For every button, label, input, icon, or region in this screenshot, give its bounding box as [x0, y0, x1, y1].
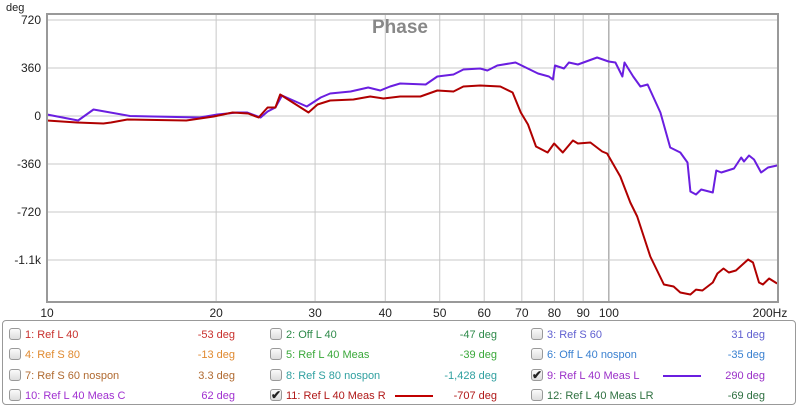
legend-value: -13 deg	[197, 349, 235, 361]
y-tick-label: 720	[21, 13, 41, 27]
x-tick-label: 80	[548, 306, 562, 320]
plot-frame	[46, 13, 779, 303]
legend-item: 12: Ref L 40 Meas LR -69 deg	[531, 387, 765, 405]
y-tick-label: 360	[21, 61, 41, 75]
legend-checkbox[interactable]	[270, 369, 282, 381]
legend-label: 8: Ref S 80 nospon	[286, 370, 381, 382]
legend-item: 8: Ref S 80 nospon -1,428 deg	[270, 367, 497, 385]
legend-value: 3.3 deg	[198, 370, 235, 382]
legend-label: 1: Ref L 40	[25, 329, 79, 341]
legend-value: -47 deg	[459, 329, 497, 341]
chart-title: Phase	[372, 17, 428, 38]
legend-item: 7: Ref S 60 nospon 3.3 deg	[9, 367, 235, 385]
y-axis-label: deg	[6, 2, 24, 14]
legend-value: -35 deg	[727, 349, 765, 361]
legend-checkbox[interactable]	[9, 348, 21, 360]
phase-chart: deg Phase 10 20 30 40 50 60 70 80 90 100 200Hz 720 3…	[6, 2, 788, 320]
legend-item: 2: Off L 40 -47 deg	[270, 326, 497, 344]
legend-label: 11: Ref L 40 Meas R	[286, 390, 386, 402]
legend-value: -53 deg	[197, 329, 235, 341]
x-tick-label: 200Hz	[753, 306, 788, 320]
legend-label: 5: Ref L 40 Meas	[286, 349, 370, 361]
legend-item: 6: Off L 40 nospon -35 deg	[531, 346, 765, 364]
legend-item: 5: Ref L 40 Meas -39 deg	[270, 346, 497, 364]
legend-item: 10: Ref L 40 Meas C 62 deg	[9, 387, 235, 405]
legend-label: 4: Ref S 80	[25, 349, 81, 361]
legend-value: 290 deg	[725, 370, 765, 382]
legend-panel: 1: Ref L 40 -53 deg 2: Off L 40 -47 deg 3: R…	[2, 320, 796, 405]
legend-checkbox[interactable]	[531, 348, 543, 360]
legend-item: 3: Ref S 60 31 deg	[531, 326, 765, 344]
legend-label: 3: Ref S 60	[547, 329, 603, 341]
legend-label: 2: Off L 40	[286, 329, 337, 341]
legend-label: 6: Off L 40 nospon	[547, 349, 637, 361]
y-tick-label: 0	[34, 109, 41, 123]
legend-line-swatch	[663, 375, 701, 377]
legend-item: ✔ 11: Ref L 40 Meas R -707 deg	[270, 387, 497, 405]
legend-checkbox[interactable]: ✔	[531, 368, 543, 382]
legend-item: ✔ 9: Ref L 40 Meas L 290 deg	[531, 367, 765, 385]
series-line-meas-r	[46, 84, 778, 296]
legend-checkbox[interactable]	[9, 389, 21, 401]
legend-checkbox[interactable]	[531, 389, 543, 401]
legend-checkbox[interactable]	[9, 369, 21, 381]
x-tick-label: 60	[478, 306, 492, 320]
legend-label: 10: Ref L 40 Meas C	[25, 390, 126, 402]
legend-item: 1: Ref L 40 -53 deg	[9, 326, 235, 344]
legend-value: -707 deg	[453, 390, 497, 402]
x-tick-label: 70	[515, 306, 529, 320]
legend-value: 31 deg	[731, 329, 765, 341]
legend-item: 4: Ref S 80 -13 deg	[9, 346, 235, 364]
y-tick-label: -360	[17, 157, 41, 171]
legend-label: 12: Ref L 40 Meas LR	[547, 390, 654, 402]
x-tick-label: 30	[308, 306, 322, 320]
legend-value: -1,428 deg	[444, 370, 497, 382]
x-tick-label: 40	[379, 306, 393, 320]
y-tick-label: -720	[17, 205, 41, 219]
legend-line-swatch	[395, 395, 433, 397]
x-tick-label: 100	[599, 306, 619, 320]
legend-label: 9: Ref L 40 Meas L	[547, 370, 640, 382]
legend-checkbox[interactable]	[270, 328, 282, 340]
legend-label: 7: Ref S 60 nospon	[25, 370, 120, 382]
legend-checkbox[interactable]	[9, 328, 21, 340]
series-line-meas-l	[46, 56, 778, 196]
x-tick-label: 10	[40, 306, 54, 320]
legend-value: 62 deg	[201, 390, 235, 402]
x-tick-label: 20	[209, 306, 223, 320]
y-tick-label: -1.1k	[14, 253, 42, 267]
legend-checkbox[interactable]	[531, 328, 543, 340]
legend-checkbox[interactable]: ✔	[270, 388, 282, 402]
legend-value: -39 deg	[459, 349, 497, 361]
legend-value: -69 deg	[727, 390, 765, 402]
x-tick-label: 90	[576, 306, 590, 320]
legend-checkbox[interactable]	[270, 348, 282, 360]
x-tick-label: 50	[433, 306, 447, 320]
